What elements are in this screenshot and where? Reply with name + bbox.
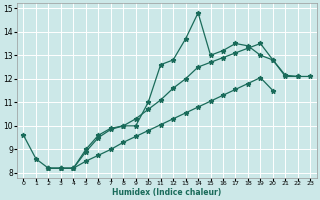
X-axis label: Humidex (Indice chaleur): Humidex (Indice chaleur): [112, 188, 221, 197]
